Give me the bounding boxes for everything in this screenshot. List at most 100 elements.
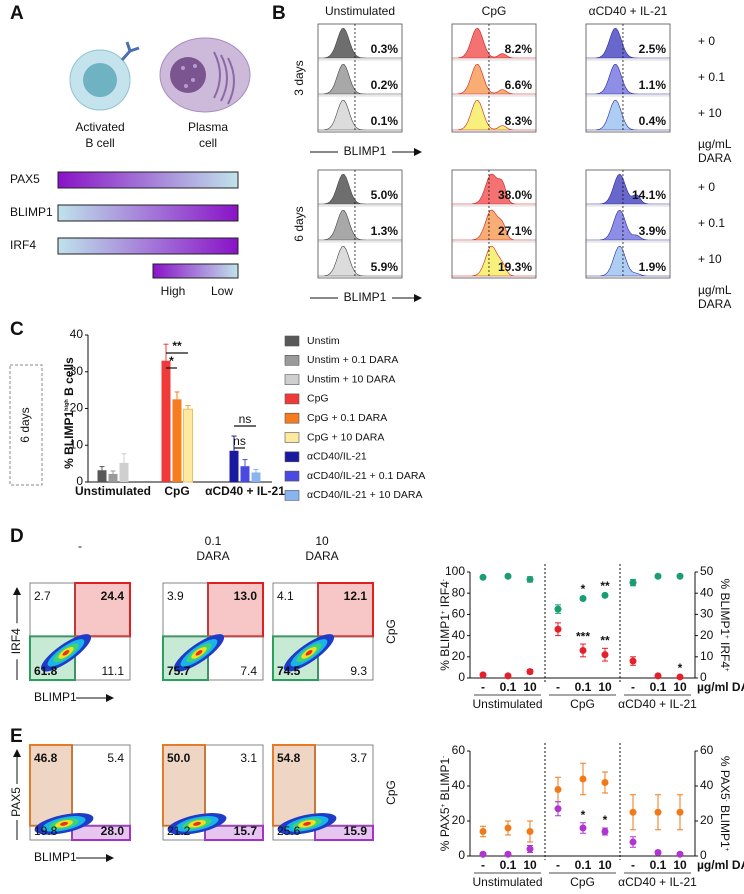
significance-label: * xyxy=(169,354,174,368)
y-tick-label: 20 xyxy=(452,649,466,663)
histogram xyxy=(452,63,536,95)
label-part: B cells xyxy=(62,357,76,399)
data-point xyxy=(479,850,487,858)
legend-swatch xyxy=(284,412,300,424)
dose-label: + 0 xyxy=(698,180,715,194)
percentage: 1.1% xyxy=(639,78,667,92)
data-point xyxy=(579,824,587,832)
marker-label: BLIMP1 xyxy=(10,205,53,219)
percentage: 8.2% xyxy=(505,42,533,56)
y-tick-label: 40 xyxy=(452,778,466,792)
histogram xyxy=(452,245,536,277)
bar xyxy=(108,473,118,482)
x-tick-label: 0.1 xyxy=(650,858,667,872)
bar xyxy=(183,408,193,483)
legend-swatch xyxy=(284,432,300,443)
dose-label: + 0.1 xyxy=(698,70,725,84)
percentage: 0.4% xyxy=(639,114,667,128)
y-tick-label: 80 xyxy=(452,585,466,599)
histogram xyxy=(586,245,670,277)
x-tick-label: - xyxy=(631,858,635,872)
data-point xyxy=(479,573,487,581)
legend-label: Unstim + 0.1 DARA xyxy=(307,354,398,366)
quadrant-value: 9.3 xyxy=(350,664,367,678)
quadrant-value: 21.2 xyxy=(167,824,191,838)
histogram xyxy=(586,99,670,131)
timepoint-label: 6 days xyxy=(292,206,306,241)
y2-axis-label: % PAX5- BLIMP1+ xyxy=(718,756,732,852)
y-tick-label: 100 xyxy=(445,564,465,578)
density xyxy=(193,821,201,826)
histogram xyxy=(318,173,402,205)
histogram xyxy=(318,245,402,277)
panel-label: E xyxy=(10,726,23,747)
bar xyxy=(97,470,107,482)
y-tick-label: 40 xyxy=(70,327,84,341)
histogram xyxy=(586,63,670,95)
label-part: % BLIMP1 xyxy=(62,410,76,468)
bar xyxy=(251,472,261,482)
dose-label: + 0.1 xyxy=(698,216,725,230)
legend-label: Unstim xyxy=(307,335,340,347)
axis-label: BLIMP1 xyxy=(34,850,77,864)
chromatin xyxy=(193,64,197,68)
data-point xyxy=(554,625,562,633)
x-tick-label: 0.1 xyxy=(575,680,592,694)
data-point xyxy=(504,824,512,832)
x-tick-label: 0.1 xyxy=(500,858,517,872)
data-point xyxy=(579,595,587,602)
x-tick-label: 10 xyxy=(598,858,612,872)
dose-label: + 10 xyxy=(698,106,722,120)
significance-label: * xyxy=(603,813,608,827)
quadrant-value: 3.7 xyxy=(350,751,367,765)
column-frame xyxy=(317,23,403,133)
group-label: CpG xyxy=(570,697,595,711)
data-point xyxy=(676,572,684,580)
x-unit: µg/ml DARA xyxy=(697,858,744,872)
histogram xyxy=(318,63,402,95)
data-point xyxy=(554,605,562,613)
y-axis-label: % BLIMP1high B cells xyxy=(62,357,76,469)
histogram xyxy=(318,209,402,241)
marker-label: PAX5 xyxy=(10,172,40,186)
legend-label: CpG + 10 DARA xyxy=(307,431,384,443)
legend-swatch xyxy=(284,451,300,463)
data-point xyxy=(554,786,562,793)
endoplasmic-reticulum xyxy=(227,57,235,105)
group-label: αCD40 + IL-21 xyxy=(205,484,285,498)
percentage: 0.3% xyxy=(371,42,399,56)
y-tick-label: 10 xyxy=(70,437,84,451)
data-point xyxy=(579,775,587,783)
group-label: αCD40 + IL-21 xyxy=(618,875,697,889)
percentage: 2.5% xyxy=(639,42,667,56)
gate xyxy=(162,744,206,827)
condition-header: CpG xyxy=(482,4,507,18)
data-point xyxy=(629,657,637,665)
panel-label: D xyxy=(10,526,24,547)
histogram xyxy=(586,209,670,241)
group-label: CpG xyxy=(570,875,595,889)
x-tick-label: 0.1 xyxy=(500,680,517,694)
percentage: 5.0% xyxy=(371,188,399,202)
percentage: 27.1% xyxy=(498,224,532,238)
column-frame xyxy=(451,23,537,133)
bar xyxy=(161,360,171,482)
histogram xyxy=(452,209,536,241)
x-tick-label: 10 xyxy=(673,680,687,694)
axis-label: BLIMP1 xyxy=(344,144,387,158)
significance-label: * xyxy=(581,808,586,822)
legend-label: αCD40/IL-21 + 0.1 DARA xyxy=(307,470,425,482)
data-point xyxy=(629,579,637,587)
column-frame xyxy=(585,23,671,133)
x-tick-label: 10 xyxy=(598,680,612,694)
label-part: % PAX5 xyxy=(438,807,452,851)
percentage: 0.2% xyxy=(371,78,399,92)
dose-label: + 10 xyxy=(698,252,722,266)
bar xyxy=(172,399,182,482)
condition-header: αCD40 + IL-21 xyxy=(589,4,668,18)
quadrant-value: 7.4 xyxy=(240,664,257,678)
data-point xyxy=(526,845,534,853)
cell-label: Activated xyxy=(75,120,124,134)
quadrant-value: 15.7 xyxy=(234,824,258,838)
